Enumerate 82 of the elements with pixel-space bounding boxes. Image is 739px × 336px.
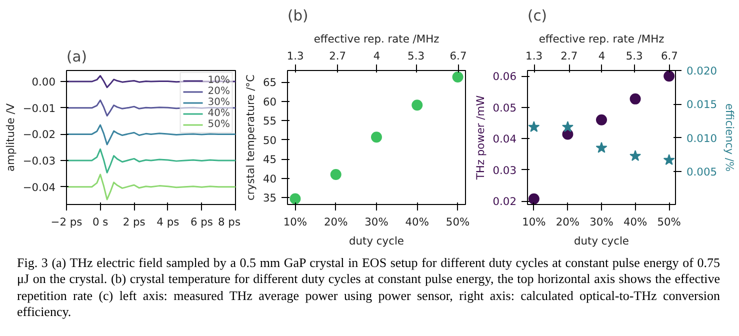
point: [330, 168, 342, 180]
x-tick-label: 40%: [405, 216, 429, 228]
x-tick-label: 0 s: [92, 216, 109, 228]
legend-label: 20%: [208, 86, 230, 97]
y-tick-label: −0.03: [22, 154, 56, 168]
point: [528, 193, 540, 204]
point: [596, 142, 608, 153]
line-series: [66, 75, 236, 88]
x2-tick-label: 1.3: [526, 50, 542, 62]
x-axis-title: duty cycle: [574, 234, 629, 248]
y-tick-label: 65: [262, 76, 277, 90]
y-tick-label: 0.04: [492, 132, 517, 146]
y-tick-label: −0.01: [22, 102, 56, 115]
x-tick-label: 20%: [556, 216, 580, 228]
y-axis-title: crystal temperature /°C: [244, 74, 257, 200]
chart-title: (a): [66, 48, 87, 66]
y-tick-label: 0.06: [492, 70, 517, 84]
x-axis-title: duty cycle: [349, 234, 404, 248]
x-tick-label: 30%: [590, 216, 614, 228]
x2-tick-label: 5.3: [626, 50, 643, 62]
x2-tick-label: 6.7: [661, 50, 678, 62]
x-tick-label: 4 ps: [156, 216, 180, 228]
y-tick-label: −0.02: [22, 128, 56, 142]
y-tick-label: 35: [262, 192, 277, 205]
y-tick-label: −0.04: [22, 180, 56, 194]
x-tick-label: 8 ps: [218, 216, 241, 228]
x2-tick-label: 4: [373, 50, 380, 62]
point: [664, 70, 675, 82]
x-tick-label: 50%: [657, 216, 681, 228]
line-series: [66, 148, 236, 174]
y-tick-label: 0.00: [32, 76, 56, 89]
chart-title: (b): [288, 8, 308, 24]
y-tick-label: 40: [262, 172, 277, 186]
y-axis-title: THz power /mW: [474, 94, 487, 181]
x-tick-label: 20%: [324, 216, 348, 228]
y2-tick-label: 0.010: [686, 132, 718, 145]
point: [452, 72, 464, 83]
x-tick-label: 10%: [283, 216, 308, 228]
line-series: [66, 100, 236, 117]
x2-tick-label: 2.7: [560, 50, 578, 62]
y2-tick-label: 0.020: [686, 64, 718, 78]
x-tick-label: 30%: [364, 216, 388, 228]
chart-title: (c): [528, 8, 547, 24]
x-tick-label: 2 ps: [122, 216, 146, 228]
y-tick-label: 0.03: [492, 164, 517, 177]
y-tick-label: 60: [262, 95, 277, 108]
y-tick-label: 0.02: [492, 195, 517, 208]
x2-axis-title: effective rep. rate /MHz: [314, 32, 440, 46]
line-series: [66, 174, 236, 200]
x2-tick-label: 5.3: [408, 50, 424, 62]
point: [290, 193, 301, 204]
x-tick-label: 10%: [522, 216, 546, 228]
x2-axis-title: effective rep. rate /MHz: [538, 32, 665, 46]
legend-label: 40%: [208, 108, 230, 119]
y-tick-label: 45: [262, 153, 277, 166]
y-tick-label: 0.05: [492, 101, 517, 114]
caption: Fig. 3 (a) THz electric field sampled by a 0.5 mm GaP crystal in EOS setup for different duty cycles at constant pulse energy of 0.75 μJ on the crystal. (b) crystal temperature for different duty cycles at constant pulse energy, the top horizontal axis shows the effective repetition rate (c) left axis: measured THz average power using power sensor, right axis: calculated optical-to-THz conversion efficiency.: [16, 255, 720, 320]
x2-tick-label: 2.7: [329, 50, 346, 62]
point: [630, 150, 642, 161]
y-tick-label: 50: [262, 134, 277, 147]
y2-tick-label: 0.005: [686, 166, 718, 179]
y2-tick-label: 0.015: [686, 98, 718, 112]
x-tick-label: 40%: [623, 216, 648, 228]
x2-tick-label: 4: [598, 50, 606, 62]
legend-label: 30%: [208, 97, 230, 108]
x2-tick-label: 6.7: [450, 50, 467, 62]
x-tick-label: 6 ps: [190, 216, 214, 228]
point: [412, 100, 423, 111]
point: [596, 114, 607, 126]
x2-tick-label: 1.3: [286, 50, 304, 62]
point: [562, 121, 574, 132]
x-tick-label: −2 ps: [50, 216, 83, 228]
point: [371, 132, 382, 143]
y-tick-label: 55: [262, 114, 277, 128]
legend-label: 10%: [208, 75, 230, 86]
y2-axis-title: efficiency /%: [723, 103, 736, 172]
x-tick-label: 50%: [446, 216, 470, 228]
point: [528, 121, 540, 132]
legend-label: 50%: [208, 119, 230, 130]
point: [630, 93, 641, 104]
y-axis-title: amplitude /V: [4, 102, 17, 172]
point: [663, 154, 675, 166]
